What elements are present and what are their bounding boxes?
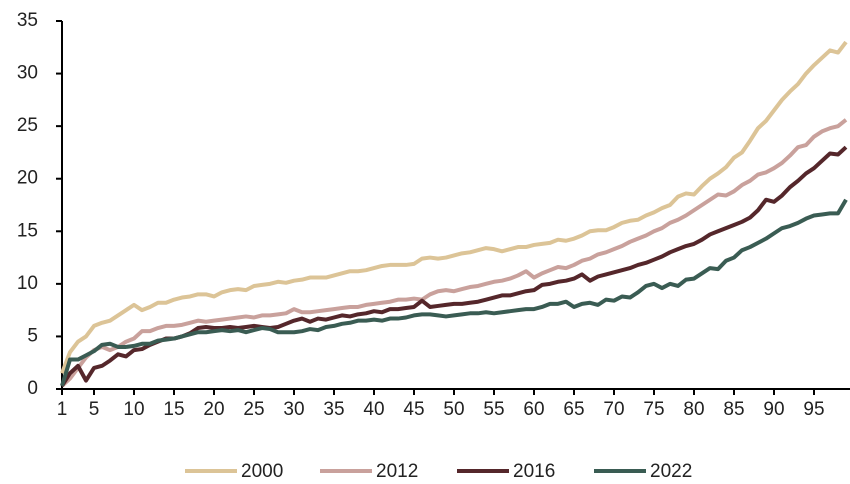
x-tick-label: 80 [683,399,704,420]
line-series [60,145,848,387]
x-tick-label: 10 [123,399,144,420]
y-tick-label: 10 [17,273,38,294]
x-tick-label: 30 [283,399,304,420]
x-tick-label: 55 [483,399,504,420]
x-tick-label: 85 [723,399,744,420]
line-series [60,40,848,374]
legend-label: 2022 [650,461,692,482]
y-tick-label: 5 [27,325,38,346]
line-series [60,198,848,387]
x-tick-label: 15 [163,399,184,420]
y-tick-label: 35 [17,10,38,31]
x-tick-label: 25 [243,399,264,420]
x-tick-label: 65 [563,399,584,420]
x-tick-label: 40 [363,399,384,420]
x-tick-label: 1 [57,399,68,420]
x-tick-label: 20 [203,399,224,420]
x-tick-label: 5 [89,399,100,420]
x-tick-label: 95 [803,399,824,420]
x-tick-label: 60 [523,399,544,420]
legend-label: 2016 [513,461,555,482]
y-tick-label: 30 [17,63,38,84]
x-tick-label: 45 [403,399,424,420]
legend-label: 2012 [376,461,418,482]
x-tick-label: 50 [443,399,464,420]
line-series [60,118,848,388]
x-tick-label: 70 [603,399,624,420]
x-tick-label: 35 [323,399,344,420]
y-tick-label: 20 [17,168,38,189]
x-tick-label: 75 [643,399,664,420]
y-tick-label: 0 [27,378,38,399]
legend-label: 2000 [241,461,283,482]
y-tick-label: 15 [17,220,38,241]
x-tick-label: 90 [763,399,784,420]
y-tick-label: 25 [17,115,38,136]
